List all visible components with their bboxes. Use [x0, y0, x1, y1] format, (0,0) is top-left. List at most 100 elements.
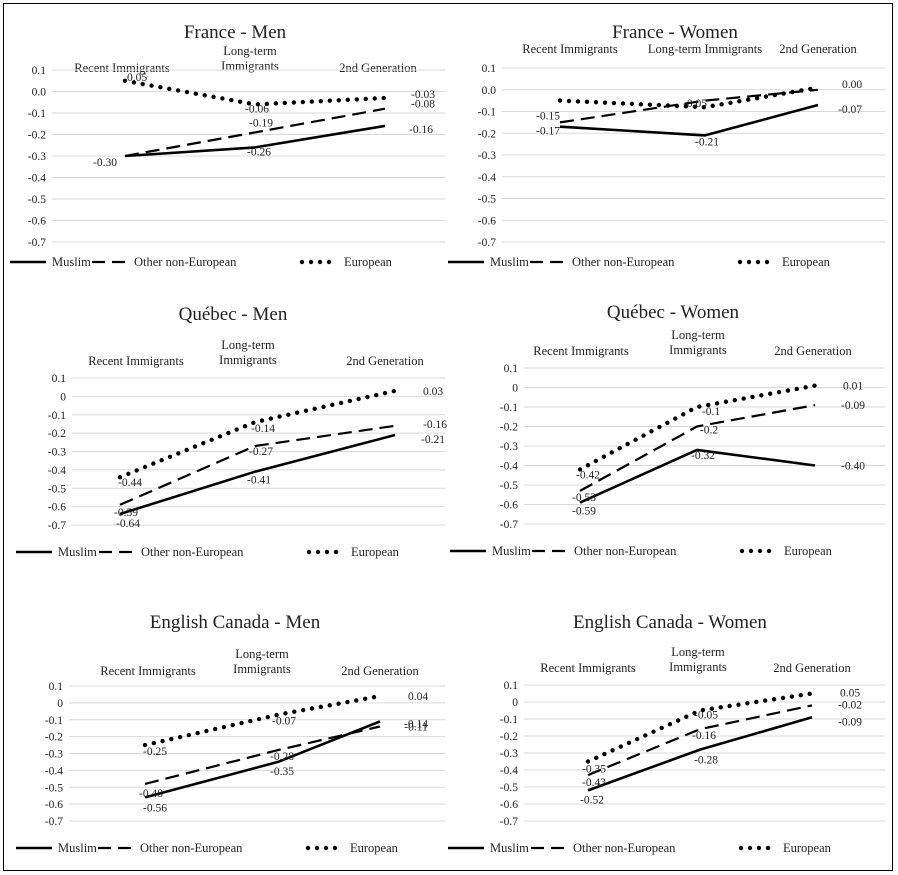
- panel-title: Québec - Men: [179, 304, 288, 325]
- legend-label: Muslim: [58, 545, 97, 559]
- data-label: -0.48: [139, 788, 163, 800]
- y-tick-label: -0.7: [28, 237, 46, 249]
- category-label: Recent Immigrants: [88, 354, 184, 368]
- panel-2: Québec - Men Recent Immigrants Long-term Im…: [16, 304, 447, 559]
- data-label: -0.05: [694, 710, 718, 722]
- data-label: -0.16: [423, 419, 447, 431]
- data-label: 0.04: [408, 691, 428, 703]
- data-label: -0.1: [702, 406, 720, 418]
- y-tick-label: -0.3: [500, 748, 518, 760]
- y-tick-label: -0.1: [28, 108, 46, 120]
- y-tick-label: -0.5: [500, 480, 518, 492]
- data-label: -0.11: [404, 721, 428, 733]
- y-tick-label: -0.4: [478, 172, 496, 184]
- series-line-european: [557, 85, 821, 110]
- series-line-other-non-european: [587, 704, 813, 777]
- legend-label: Other non-European: [574, 544, 677, 558]
- category-label: 2nd Generation: [774, 344, 852, 358]
- legend-label: European: [351, 545, 400, 559]
- category-label: 2nd Generation: [346, 354, 424, 368]
- category-label: Recent Immigrants: [74, 61, 170, 75]
- y-tick-label: -0.2: [500, 731, 518, 743]
- data-label: -0.27: [249, 446, 273, 458]
- series-line-european: [117, 388, 398, 480]
- y-tick-label: -0.2: [45, 732, 63, 744]
- data-label: -0.59: [572, 506, 596, 518]
- data-label: -0.41: [247, 475, 271, 487]
- y-tick-label: 0: [60, 391, 66, 403]
- y-tick-label: -0.1: [478, 107, 496, 119]
- y-tick-label: -0.2: [500, 422, 518, 434]
- y-tick-label: -0.3: [28, 151, 46, 163]
- data-label: -0.06: [245, 103, 269, 115]
- series-line-muslim: [587, 716, 813, 792]
- y-tick-label: 0.0: [32, 87, 47, 99]
- y-tick-label: -0.5: [478, 194, 496, 206]
- data-label: -0.09: [841, 400, 865, 412]
- data-label: -0.59: [114, 507, 138, 519]
- category-label: Long-term Immigrants: [219, 338, 277, 367]
- series-line-other-non-european: [559, 88, 819, 124]
- y-tick-label: 0.1: [504, 680, 519, 692]
- data-label: -0.17: [536, 126, 560, 138]
- category-label: Recent Immigrants: [100, 664, 196, 678]
- y-tick-label: 0.1: [32, 65, 47, 77]
- data-label: -0.32: [691, 450, 715, 462]
- series-line-european: [585, 691, 815, 764]
- y-tick-label: 0.1: [504, 363, 519, 375]
- category-label: 2nd Generation: [773, 661, 851, 675]
- data-label: -0.19: [249, 117, 273, 129]
- data-label: 0.05: [127, 72, 147, 84]
- series-line-european: [577, 383, 818, 472]
- legend-label: Other non-European: [572, 255, 675, 269]
- y-tick-label: -0.6: [500, 799, 518, 811]
- data-label: -0.07: [272, 716, 296, 728]
- data-label: -0.15: [536, 110, 560, 122]
- data-label: -0.03: [411, 89, 435, 101]
- y-tick-label: -0.1: [48, 410, 66, 422]
- data-label: -0.16: [692, 730, 716, 742]
- series-line-other-non-european: [579, 404, 816, 492]
- series-line-muslim: [579, 448, 816, 504]
- data-label: -0.09: [838, 716, 862, 728]
- y-tick-label: 0.0: [482, 85, 497, 97]
- legend-label: Muslim: [490, 841, 529, 855]
- legend-label: Muslim: [52, 255, 91, 269]
- y-tick-label: -0.5: [500, 782, 518, 794]
- panel-title: France - Men: [184, 22, 287, 43]
- data-label: -0.42: [576, 469, 600, 481]
- data-label: -0.30: [93, 157, 117, 169]
- category-label: Recent Immigrants: [533, 344, 629, 358]
- data-label: -0.35: [270, 766, 294, 778]
- data-label: -0.53: [572, 492, 596, 504]
- data-label: 0.03: [423, 386, 443, 398]
- category-label: Long-term Immigrants: [669, 645, 727, 674]
- y-tick-label: 0.1: [52, 373, 67, 385]
- series-line-muslim: [119, 433, 396, 516]
- series-line-muslim: [124, 124, 386, 158]
- category-label: 2nd Generation: [779, 42, 857, 56]
- category-label: 2nd Generation: [341, 664, 419, 678]
- legend-label: European: [344, 255, 393, 269]
- data-label: -0.52: [580, 794, 604, 806]
- data-label: -0.05: [683, 98, 707, 110]
- y-tick-label: -0.5: [48, 483, 66, 495]
- y-tick-label: 0: [512, 697, 518, 709]
- y-tick-label: -0.1: [500, 402, 518, 414]
- data-label: -0.25: [143, 746, 167, 758]
- y-tick-label: -0.1: [45, 715, 63, 727]
- y-tick-label: 0: [512, 383, 518, 395]
- category-label: Long-term Immigrants: [233, 647, 291, 676]
- y-tick-label: -0.3: [45, 749, 63, 761]
- data-label: -0.28: [694, 755, 718, 767]
- data-label: -0.26: [247, 146, 271, 158]
- y-tick-label: 0.1: [49, 681, 64, 693]
- panel-0: France - Men Recent Immigrants Long-term Im…: [10, 22, 445, 269]
- y-tick-label: -0.4: [48, 465, 66, 477]
- y-tick-label: -0.6: [48, 502, 66, 514]
- legend-label: Muslim: [58, 841, 97, 855]
- panel-5: English Canada - Women Recent Immigrants L…: [448, 612, 885, 855]
- y-tick-label: -0.5: [45, 782, 63, 794]
